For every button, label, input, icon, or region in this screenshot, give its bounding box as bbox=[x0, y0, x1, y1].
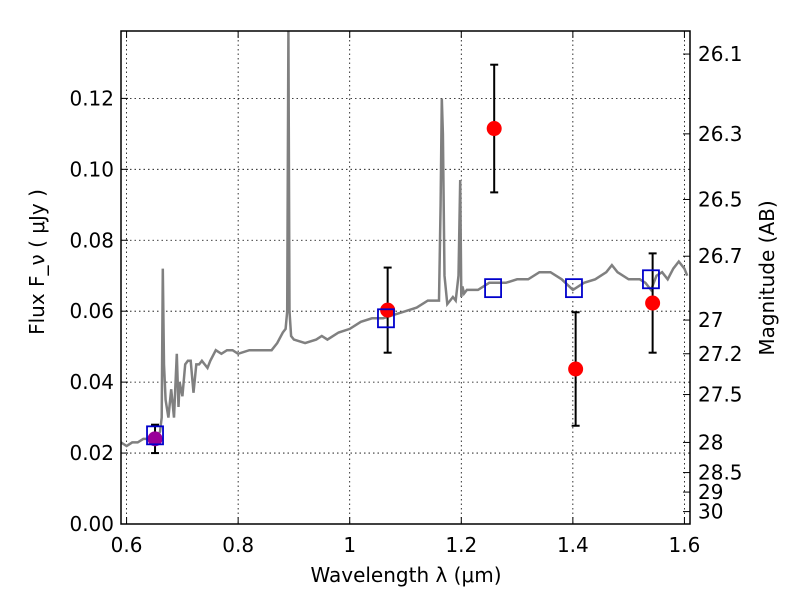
model-point bbox=[484, 278, 502, 299]
model-point bbox=[146, 425, 164, 446]
grid bbox=[121, 31, 690, 525]
y-tick-label: 0.00 bbox=[69, 512, 114, 536]
x-tick-label: 1.2 bbox=[445, 533, 477, 557]
model-points bbox=[146, 269, 660, 446]
right-tick-label: 26.7 bbox=[698, 244, 743, 268]
right-tick-label: 27.5 bbox=[698, 383, 743, 407]
right-tick-label: 28.5 bbox=[698, 461, 743, 485]
errorbars bbox=[151, 63, 657, 455]
measured-points bbox=[147, 121, 661, 447]
model-point bbox=[565, 278, 583, 299]
right-tick-label: 30 bbox=[698, 500, 723, 524]
x-tick-label: 1.6 bbox=[669, 533, 701, 557]
right-tick-label: 26.1 bbox=[698, 42, 743, 66]
y-axis-label: Flux F_ν ( μJy ) bbox=[25, 189, 49, 335]
measured-point bbox=[645, 295, 661, 311]
axis-ticks bbox=[121, 31, 690, 525]
right-tick-label: 26.3 bbox=[698, 122, 743, 146]
y-tick-label: 0.10 bbox=[69, 157, 114, 181]
x-tick-label: 0.8 bbox=[222, 533, 254, 557]
tick-labels: 0.6 0.8 1 1.2 1.4 1.6 0.00 0.02 0.04 0.06 0.08 0.10… bbox=[69, 42, 742, 557]
spectrum-line bbox=[121, 31, 689, 448]
plot-frame bbox=[120, 30, 691, 525]
measured-point bbox=[486, 121, 502, 137]
x-tick-label: 1 bbox=[343, 533, 356, 557]
right-tick-label: 27.2 bbox=[698, 342, 743, 366]
y-tick-label: 0.02 bbox=[69, 441, 114, 465]
y-tick-label: 0.04 bbox=[69, 370, 114, 394]
right-tick-label: 29 bbox=[698, 480, 723, 504]
measured-point bbox=[147, 431, 163, 447]
x-tick-label: 0.6 bbox=[111, 533, 143, 557]
model-point bbox=[377, 308, 395, 329]
right-tick-label: 26.5 bbox=[698, 187, 743, 211]
right-tick-label: 27 bbox=[698, 308, 723, 332]
measured-point bbox=[568, 361, 584, 377]
y-tick-label: 0.12 bbox=[69, 86, 114, 110]
x-axis-label: Wavelength λ (μm) bbox=[310, 563, 501, 587]
spectrum-series bbox=[121, 31, 689, 448]
y-tick-label: 0.08 bbox=[69, 228, 114, 252]
right-axis-label: Magnitude (AB) bbox=[755, 200, 779, 355]
model-point bbox=[642, 269, 660, 290]
right-tick-label: 28 bbox=[698, 430, 723, 454]
x-tick-label: 1.4 bbox=[557, 533, 589, 557]
y-tick-label: 0.06 bbox=[69, 299, 114, 323]
